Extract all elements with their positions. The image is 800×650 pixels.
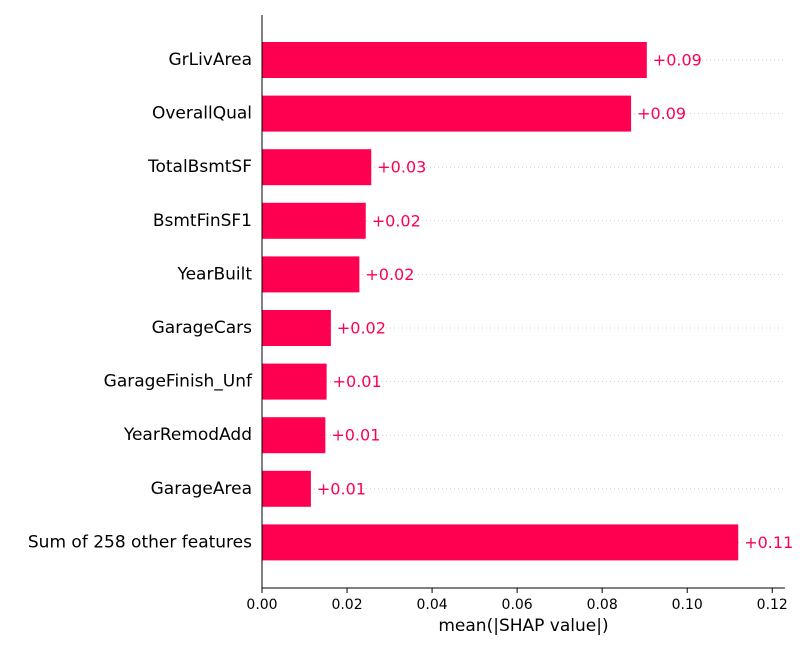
bar <box>262 310 331 346</box>
bar <box>262 524 739 561</box>
value-label: +0.01 <box>331 426 380 445</box>
category-label: TotalBsmtSF <box>147 157 252 177</box>
x-tick-label: 0.12 <box>757 597 788 613</box>
category-label: GarageArea <box>151 479 252 499</box>
value-label: +0.09 <box>653 51 702 70</box>
bar <box>262 470 311 507</box>
bars <box>262 42 739 561</box>
value-label: +0.03 <box>377 158 426 177</box>
value-label: +0.02 <box>337 319 386 338</box>
x-tick-label: 0.06 <box>502 597 533 613</box>
row-guides <box>262 59 785 543</box>
bar <box>262 363 327 400</box>
x-tick-label: 0.08 <box>587 597 618 613</box>
x-ticks: 0.00 0.02 0.04 0.06 0.08 0.10 0.12 <box>246 588 788 613</box>
x-tick-label: 0.00 <box>246 597 277 613</box>
x-tick-label: 0.04 <box>416 597 447 613</box>
value-label: +0.02 <box>365 265 414 284</box>
category-label: OverallQual <box>152 104 252 124</box>
value-label: +0.01 <box>333 372 382 391</box>
category-label: YearBuilt <box>176 264 252 284</box>
x-axis-label: mean(|SHAP value|) <box>438 616 608 636</box>
bar <box>262 256 360 293</box>
bar <box>262 42 647 78</box>
bar <box>262 95 632 132</box>
category-label: YearRemodAdd <box>123 425 252 445</box>
bar <box>262 149 372 186</box>
value-label: +0.11 <box>744 533 793 552</box>
bar <box>262 202 366 239</box>
category-label: BsmtFinSF1 <box>153 211 252 231</box>
category-label: Sum of 258 other features <box>28 532 252 552</box>
value-label: +0.09 <box>637 104 686 123</box>
value-labels: +0.09 +0.09 +0.03 +0.02 +0.02 +0.02 +0.01 +0.01… <box>317 51 793 552</box>
x-tick-label: 0.02 <box>331 597 362 613</box>
bar <box>262 417 326 454</box>
category-label: GarageCars <box>152 318 253 338</box>
value-label: +0.01 <box>317 479 366 498</box>
category-label: GarageFinish_Unf <box>104 372 253 392</box>
category-label: GrLivArea <box>168 50 252 70</box>
x-tick-label: 0.10 <box>672 597 703 613</box>
value-label: +0.02 <box>372 211 421 230</box>
category-labels: GrLivArea OverallQual TotalBsmtSF BsmtFinSF… <box>28 50 253 552</box>
